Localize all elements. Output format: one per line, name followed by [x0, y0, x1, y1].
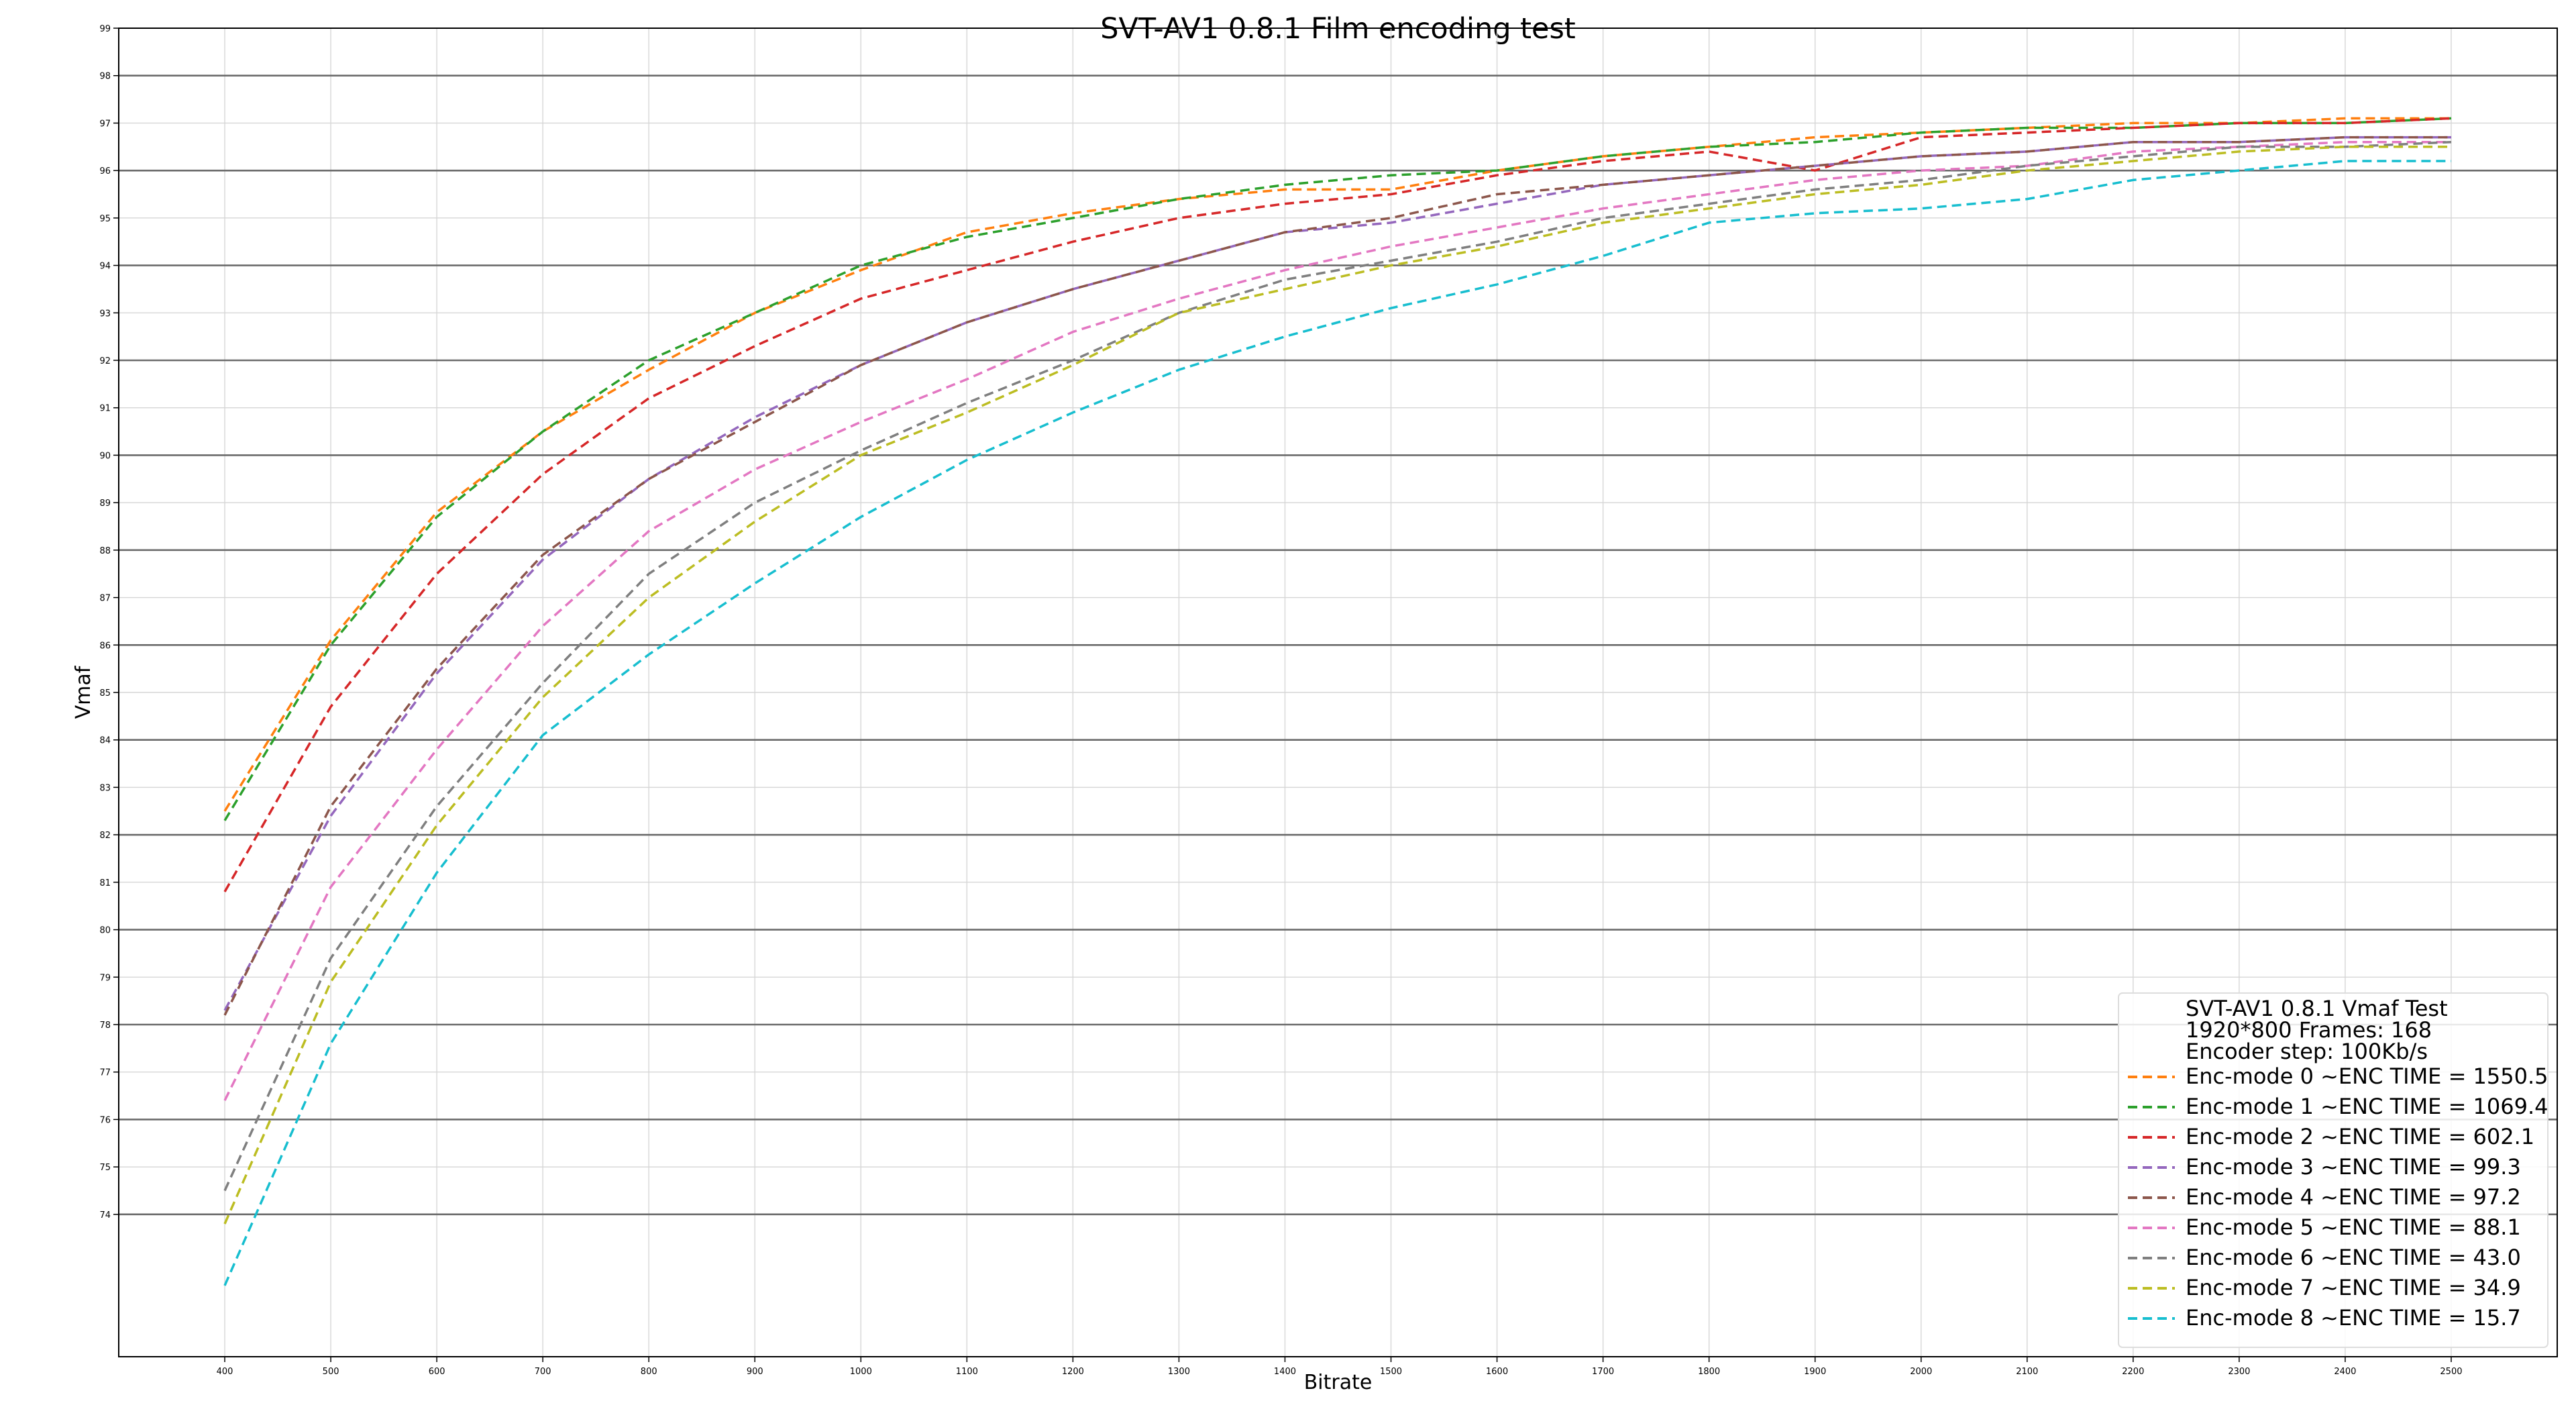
x-tick-label: 2400	[2334, 1367, 2356, 1377]
x-tick-label: 2200	[2122, 1367, 2144, 1377]
y-tick-label: 91	[99, 404, 111, 414]
y-tick-label: 92	[99, 356, 111, 366]
y-tick-label: 74	[99, 1210, 111, 1221]
x-axis-title: Bitrate	[1304, 1371, 1373, 1394]
y-tick-label: 97	[99, 119, 111, 129]
x-tick-label: 700	[535, 1367, 551, 1377]
legend-items: Enc-mode 0 ~ENC TIME = 1550.5 Enc-mode 1 …	[2128, 1063, 2548, 1331]
legend-item-label: Enc-mode 8 ~ENC TIME = 15.7	[2186, 1305, 2521, 1331]
x-tick-label: 1000	[850, 1367, 872, 1377]
legend-item-label: Enc-mode 5 ~ENC TIME = 88.1	[2186, 1214, 2521, 1240]
y-axis-ticks: 74 75 76 77 78 79 80 81 82 83 84 85 86 87 88 89 90 91 92 93…	[99, 24, 119, 1221]
x-tick-label: 500	[323, 1367, 339, 1377]
y-tick-label: 83	[99, 783, 111, 793]
y-tick-label: 94	[99, 262, 111, 272]
y-tick-label: 90	[99, 451, 111, 461]
y-tick-label: 84	[99, 736, 111, 746]
y-tick-label: 78	[99, 1021, 111, 1031]
series-line-enc-mode-1	[223, 117, 2452, 821]
y-tick-label: 76	[99, 1115, 111, 1125]
series-line-enc-mode-3	[223, 136, 2451, 1011]
y-tick-label: 96	[99, 166, 111, 176]
x-tick-label: 400	[217, 1367, 233, 1377]
x-tick-label: 800	[641, 1367, 657, 1377]
legend-box	[2118, 992, 2548, 1348]
legend-item-label: Enc-mode 3 ~ENC TIME = 99.3	[2186, 1154, 2521, 1180]
x-tick-label: 2100	[2016, 1367, 2038, 1377]
y-tick-label: 89	[99, 499, 111, 509]
y-tick-label: 99	[99, 24, 111, 34]
y-tick-label: 88	[99, 546, 111, 556]
x-tick-label: 1700	[1592, 1367, 1614, 1377]
x-tick-label: 1300	[1168, 1367, 1190, 1377]
legend-title-line: Encoder step: 100Kb/s	[2186, 1039, 2428, 1064]
y-tick-label: 85	[99, 688, 111, 698]
legend-title-line: SVT-AV1 0.8.1 Vmaf Test	[2186, 996, 2448, 1021]
y-tick-label: 98	[99, 72, 111, 82]
y-tick-label: 82	[99, 831, 111, 841]
y-tick-label: 79	[99, 973, 111, 983]
series-line-enc-mode-8	[223, 160, 2451, 1286]
x-tick-label: 900	[747, 1367, 763, 1377]
x-tick-label: 2500	[2440, 1367, 2462, 1377]
y-tick-label: 75	[99, 1163, 111, 1173]
legend-item-label: Enc-mode 4 ~ENC TIME = 97.2	[2186, 1184, 2521, 1210]
series-line-enc-mode-0	[223, 117, 2451, 812]
series-line-enc-mode-5	[223, 140, 2451, 1101]
y-tick-label: 95	[99, 214, 111, 224]
y-tick-label: 86	[99, 641, 111, 651]
x-tick-label: 1200	[1062, 1367, 1084, 1377]
series-line-enc-mode-2	[223, 117, 2452, 892]
x-tick-label: 1900	[1804, 1367, 1826, 1377]
x-tick-label: 2300	[2228, 1367, 2250, 1377]
series-line-enc-mode-4	[223, 136, 2451, 1016]
legend-title-line: 1920*800 Frames: 168	[2186, 1017, 2432, 1043]
x-tick-label: 1500	[1380, 1367, 1402, 1377]
legend-item-label: Enc-mode 6 ~ENC TIME = 43.0	[2186, 1245, 2521, 1270]
legend-item-label: Enc-mode 0 ~ENC TIME = 1550.5	[2186, 1063, 2548, 1089]
x-tick-label: 600	[429, 1367, 445, 1377]
y-axis-title: Vmaf	[72, 665, 95, 719]
legend-item-label: Enc-mode 1 ~ENC TIME = 1069.4	[2186, 1094, 2548, 1119]
series-line-enc-mode-7	[223, 146, 2451, 1225]
x-axis-ticks: 400 500 600 700 800 900 1000 1100 1200 1300 1400 15…	[217, 1357, 2463, 1377]
x-tick-label: 2000	[1910, 1367, 1932, 1377]
x-tick-label: 1400	[1274, 1367, 1296, 1377]
x-tick-label: 1100	[956, 1367, 978, 1377]
series-line-enc-mode-6	[223, 140, 2452, 1192]
y-tick-label: 81	[99, 878, 111, 888]
y-tick-label: 77	[99, 1068, 111, 1078]
y-tick-label: 93	[99, 309, 111, 319]
x-tick-label: 1800	[1698, 1367, 1720, 1377]
series-lines	[223, 117, 2452, 1286]
y-tick-label: 87	[99, 594, 111, 604]
legend-title: SVT-AV1 0.8.1 Vmaf Test 1920*800 Frames:…	[2186, 996, 2448, 1064]
y-tick-label: 80	[99, 926, 111, 936]
legend-item-label: Enc-mode 2 ~ENC TIME = 602.1	[2186, 1124, 2534, 1149]
legend-item-label: Enc-mode 7 ~ENC TIME = 34.9	[2186, 1275, 2521, 1300]
x-tick-label: 1600	[1486, 1367, 1508, 1377]
legend: SVT-AV1 0.8.1 Vmaf Test 1920*800 Frames:…	[2118, 992, 2548, 1348]
